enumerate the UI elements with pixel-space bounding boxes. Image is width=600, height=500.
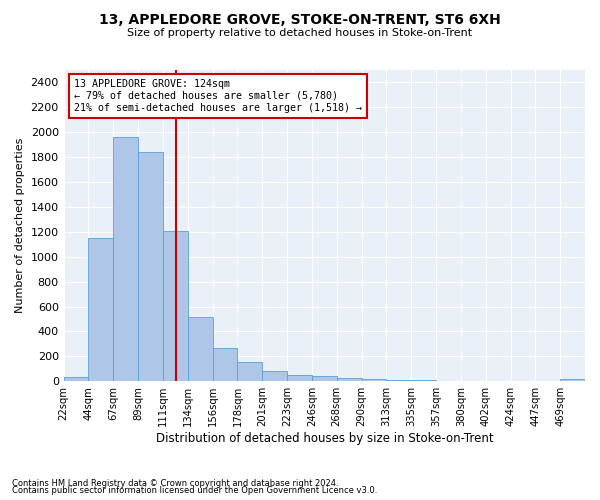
Text: 13 APPLEDORE GROVE: 124sqm
← 79% of detached houses are smaller (5,780)
21% of s: 13 APPLEDORE GROVE: 124sqm ← 79% of deta… — [74, 80, 362, 112]
Y-axis label: Number of detached properties: Number of detached properties — [15, 138, 25, 314]
Bar — [163, 230, 188, 381]
Bar — [436, 380, 461, 381]
Text: 13, APPLEDORE GROVE, STOKE-ON-TRENT, ST6 6XH: 13, APPLEDORE GROVE, STOKE-ON-TRENT, ST6… — [99, 12, 501, 26]
Bar — [88, 238, 113, 381]
Bar — [238, 362, 262, 381]
Bar — [64, 378, 88, 381]
Bar — [312, 376, 337, 381]
Bar — [287, 375, 312, 381]
Bar — [262, 371, 287, 381]
Bar — [113, 137, 138, 381]
Text: Contains HM Land Registry data © Crown copyright and database right 2024.: Contains HM Land Registry data © Crown c… — [12, 478, 338, 488]
Bar — [138, 152, 163, 381]
Bar — [560, 379, 585, 381]
Bar — [362, 378, 386, 381]
Text: Contains public sector information licensed under the Open Government Licence v3: Contains public sector information licen… — [12, 486, 377, 495]
Bar — [411, 380, 436, 381]
Bar — [337, 378, 362, 381]
Text: Size of property relative to detached houses in Stoke-on-Trent: Size of property relative to detached ho… — [127, 28, 473, 38]
Bar — [461, 380, 485, 381]
X-axis label: Distribution of detached houses by size in Stoke-on-Trent: Distribution of detached houses by size … — [155, 432, 493, 445]
Bar — [212, 348, 238, 381]
Bar — [386, 380, 411, 381]
Bar — [188, 317, 212, 381]
